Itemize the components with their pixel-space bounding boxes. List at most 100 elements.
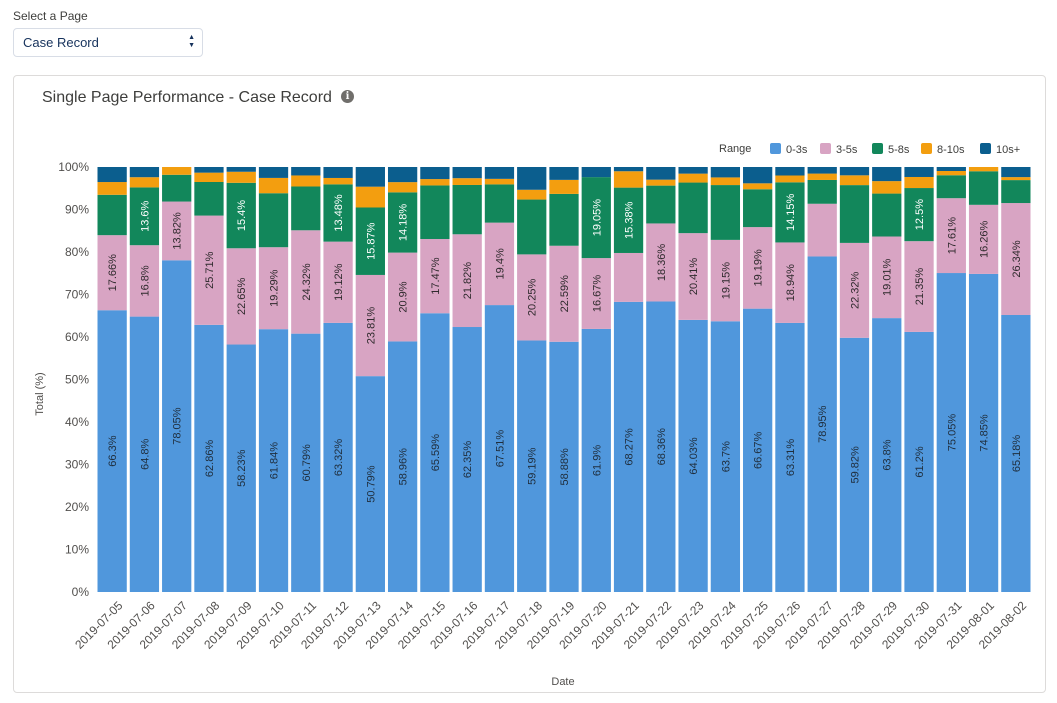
bar-segment-3-5s[interactable] [839, 242, 870, 338]
bar-segment-0-3s[interactable] [743, 308, 773, 592]
bar-segment-0-3s[interactable] [872, 318, 902, 592]
bar-segment-0-3s[interactable] [323, 322, 353, 592]
bar-segment-0-3s[interactable] [1001, 314, 1031, 592]
bar-segment-8-10s[interactable] [1001, 177, 1031, 181]
bar-segment-3-5s[interactable] [807, 203, 837, 257]
bar-segment-0-3s[interactable] [839, 337, 870, 592]
legend-swatch[interactable] [872, 143, 883, 154]
bar-segment-0-3s[interactable] [162, 260, 192, 592]
bar-segment-0-3s[interactable] [452, 327, 482, 592]
bar-segment-8-10s[interactable] [323, 177, 353, 185]
bar-segment-5-8s[interactable] [613, 187, 644, 253]
bar-segment-0-3s[interactable] [291, 333, 321, 592]
legend-item-label[interactable]: 3-5s [836, 144, 858, 156]
bar-segment-8-10s[interactable] [387, 182, 418, 193]
bar-segment-3-5s[interactable] [97, 235, 127, 311]
bar-segment-3-5s[interactable] [613, 252, 644, 302]
bar-segment-8-10s[interactable] [484, 178, 515, 185]
bar-segment-8-10s[interactable] [194, 172, 224, 183]
bar-segment-8-10s[interactable] [291, 175, 321, 187]
bar-segment-10s+[interactable] [323, 167, 353, 178]
bar-segment-0-3s[interactable] [904, 331, 934, 592]
bar-segment-0-3s[interactable] [484, 305, 515, 592]
bar-segment-8-10s[interactable] [968, 167, 999, 172]
legend-item-label[interactable]: 0-3s [786, 144, 808, 156]
bar-segment-8-10s[interactable] [420, 179, 450, 186]
bar-segment-0-3s[interactable] [710, 321, 741, 592]
bar-segment-3-5s[interactable] [323, 241, 353, 323]
bar-segment-0-3s[interactable] [678, 319, 708, 592]
bar-segment-8-10s[interactable] [452, 178, 482, 185]
bar-segment-8-10s[interactable] [613, 171, 644, 188]
bar-segment-8-10s[interactable] [646, 179, 676, 186]
bar-segment-8-10s[interactable] [129, 177, 160, 188]
legend-item-label[interactable]: 10s+ [996, 144, 1020, 156]
legend-swatch[interactable] [770, 143, 781, 154]
bar-segment-5-8s[interactable] [743, 189, 773, 228]
bar-segment-5-8s[interactable] [807, 179, 837, 204]
bar-segment-5-8s[interactable] [936, 175, 966, 199]
page-select[interactable]: Case Record ▲ ▼ [13, 28, 203, 57]
bar-segment-10s+[interactable] [613, 167, 644, 172]
bar-segment-10s+[interactable] [678, 167, 708, 174]
bar-segment-10s+[interactable] [646, 167, 676, 180]
bar-segment-5-8s[interactable] [420, 185, 450, 239]
bar-segment-0-3s[interactable] [807, 256, 837, 592]
bar-segment-3-5s[interactable] [162, 201, 192, 261]
bar-segment-10s+[interactable] [420, 167, 450, 180]
bar-segment-3-5s[interactable] [226, 248, 256, 345]
bar-segment-10s+[interactable] [387, 167, 418, 183]
bar-segment-5-8s[interactable] [968, 171, 999, 205]
bar-segment-8-10s[interactable] [97, 182, 127, 195]
bar-segment-10s+[interactable] [97, 167, 127, 183]
bar-segment-3-5s[interactable] [1001, 203, 1031, 315]
bar-segment-5-8s[interactable] [904, 188, 934, 242]
bar-segment-10s+[interactable] [936, 167, 966, 171]
bar-segment-5-8s[interactable] [323, 184, 353, 242]
bar-segment-8-10s[interactable] [904, 176, 934, 189]
bar-segment-5-8s[interactable] [291, 186, 321, 231]
bar-segment-3-5s[interactable] [258, 247, 289, 330]
legend-item-label[interactable]: 5-8s [888, 144, 910, 156]
bar-segment-3-5s[interactable] [420, 238, 450, 314]
bar-segment-3-5s[interactable] [775, 242, 805, 323]
bar-segment-5-8s[interactable] [549, 193, 579, 246]
bar-segment-10s+[interactable] [904, 167, 934, 177]
bar-segment-5-8s[interactable] [162, 174, 192, 202]
bar-segment-10s+[interactable] [549, 167, 579, 180]
bar-segment-3-5s[interactable] [968, 204, 999, 274]
bar-segment-10s+[interactable] [807, 167, 837, 174]
bar-segment-0-3s[interactable] [936, 273, 966, 592]
bar-segment-10s+[interactable] [872, 167, 902, 182]
bar-segment-10s+[interactable] [355, 167, 385, 187]
bar-segment-5-8s[interactable] [97, 194, 127, 236]
bar-segment-5-8s[interactable] [872, 193, 902, 237]
info-icon[interactable]: i [341, 90, 354, 103]
bar-segment-5-8s[interactable] [129, 187, 160, 246]
bar-segment-5-8s[interactable] [387, 192, 418, 253]
bar-segment-0-3s[interactable] [129, 316, 160, 592]
bar-segment-0-3s[interactable] [97, 310, 127, 592]
bar-segment-0-3s[interactable] [613, 301, 644, 592]
bar-segment-8-10s[interactable] [517, 189, 547, 200]
bar-segment-8-10s[interactable] [807, 173, 837, 180]
bar-segment-10s+[interactable] [775, 167, 805, 176]
bar-segment-0-3s[interactable] [517, 340, 547, 592]
bar-segment-5-8s[interactable] [1001, 180, 1031, 204]
bar-segment-0-3s[interactable] [355, 376, 385, 592]
bar-segment-3-5s[interactable] [452, 234, 482, 328]
bar-segment-5-8s[interactable] [710, 185, 741, 240]
bar-segment-10s+[interactable] [839, 167, 870, 176]
bar-segment-5-8s[interactable] [775, 182, 805, 243]
bar-segment-0-3s[interactable] [581, 328, 611, 592]
bar-segment-10s+[interactable] [291, 167, 321, 176]
bar-segment-10s+[interactable] [743, 167, 773, 184]
bar-segment-3-5s[interactable] [872, 236, 902, 319]
bar-segment-3-5s[interactable] [936, 198, 966, 274]
bar-segment-0-3s[interactable] [420, 313, 450, 592]
bar-segment-3-5s[interactable] [646, 223, 676, 302]
bar-segment-10s+[interactable] [484, 167, 515, 179]
bar-segment-8-10s[interactable] [226, 171, 256, 183]
bar-segment-3-5s[interactable] [194, 215, 224, 325]
bar-segment-10s+[interactable] [226, 167, 256, 172]
